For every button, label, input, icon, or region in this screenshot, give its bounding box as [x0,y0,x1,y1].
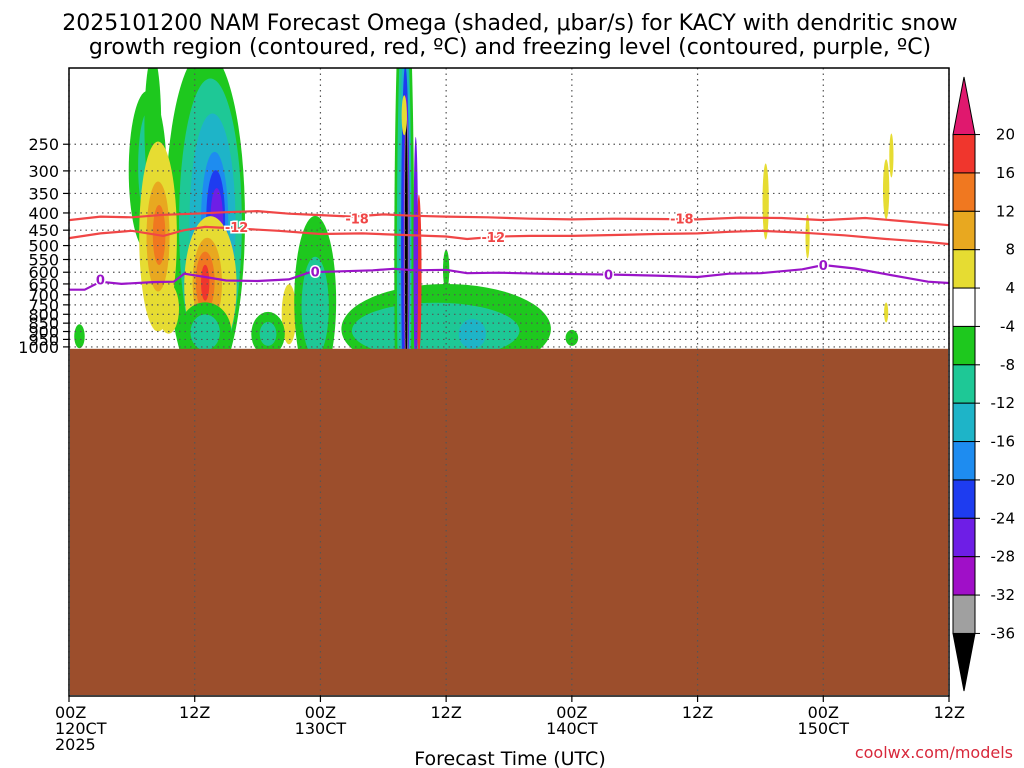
omega-column-black [404,119,408,370]
omega-low-patch-2-teal [259,321,277,346]
y-tick-label: 850 [28,314,59,333]
contour-label: 0 [96,273,105,288]
colorbar-bin [952,364,976,404]
colorbar-bin [952,441,976,481]
colorbar-label: -32 [991,586,1016,604]
colorbar-bin [952,287,976,327]
y-tick-label: 650 [28,275,59,294]
colorbar-label: 16 [996,164,1015,182]
y-tick-label: 1000 [18,338,59,357]
temperature-contours: -18 -18 -12 -12 0 0 0 0 [68,209,950,291]
y-tick-label: 550 [28,251,59,270]
colorbar-label: 4 [1005,279,1015,297]
colorbar-label: 20 [996,126,1015,144]
omega-lowband-blue [458,318,486,349]
omega-yellow-streak-d [805,214,810,259]
y-tick-label: 250 [28,135,59,154]
colorbar-bin [952,325,976,366]
contour-line [68,209,950,227]
colorbar-label: 8 [1005,241,1015,259]
x-tick-label: 120CT [55,719,107,738]
x-tick-label: 12Z [934,703,965,722]
omega-yellow-streak-top [401,95,407,136]
y-tick-label: 900 [28,323,59,342]
colorbar-label: -8 [1000,356,1015,374]
x-tick-label: 00Z [55,703,86,722]
x-tick-label: 130CT [295,719,347,738]
y-tick-label: 800 [28,305,59,324]
colorbar-label: -20 [991,471,1016,489]
omega-descent-red-2 [201,264,210,301]
omega-descent-yellow-3 [158,283,179,334]
contour-label: -18 [670,212,694,227]
contour-line [68,225,950,246]
omega-low-patch-3 [74,324,85,349]
chart-title-line2: growth region (contoured, red, ºC) and f… [89,35,931,60]
y-tick-label: 750 [28,296,59,315]
chart-title-line1: 2025101200 NAM Forecast Omega (shaded, μ… [62,11,957,36]
contour-label: -18 [345,212,369,227]
colorbar-label: 12 [996,202,1015,220]
colorbar-bin-top-arrow [952,76,976,136]
contour-label: 0 [604,269,613,284]
colorbar-label: -4 [1000,317,1015,335]
y-tick-label: 700 [28,286,59,305]
colorbar-bin [952,556,976,596]
omega-yellow-streak-c [889,133,894,178]
y-tick-label: 950 [28,330,59,349]
x-tick-label: 00Z [305,703,336,722]
colorbar-label: -36 [991,624,1016,642]
colorbar: 20 16 12 8 4 -4 -8 -12 -16 -20 -24 -28 -32 -36 [952,76,1016,692]
omega-column-purple-east [413,136,419,377]
colorbar-bin [952,249,976,289]
x-tick-label: 12Z [430,703,461,722]
y-tick-label: 400 [28,204,59,223]
colorbar-label: -24 [991,509,1016,527]
y-tick-label: 350 [28,184,59,203]
x-axis-label: Forecast Time (UTC) [414,748,605,768]
contour-line [69,263,950,291]
omega-yellow-streak-e [884,302,889,323]
colorbar-label: -12 [991,394,1016,412]
plot-frame [68,67,950,697]
y-tick-label: 300 [28,162,59,181]
contour-label: 0 [311,265,320,280]
omega-yellow-streak-b [883,159,890,220]
x-tick-label: 00Z [808,703,839,722]
x-tick-label: 150CT [798,719,850,738]
contour-label: -12 [225,221,249,236]
colorbar-bin [952,479,976,519]
colorbar-bin [952,594,976,634]
colorbar-bin [952,210,976,251]
x-tick-label: 12Z [682,703,713,722]
colorbar-bin [952,402,976,443]
colorbar-bin [952,172,976,212]
colorbar-bin-bottom-arrow [952,632,976,692]
colorbar-bin [952,134,976,174]
omega-yellow-streak-a [762,163,769,240]
colorbar-bin [952,517,976,558]
colorbar-label: -28 [991,548,1016,566]
x-tick-label: 2025 [55,735,96,754]
x-tick-label: 140CT [546,719,598,738]
credit-link[interactable]: coolwx.com/models [855,743,1013,762]
contour-label: -12 [482,231,506,246]
y-tick-label: 500 [28,237,59,256]
contour-label: 0 [819,259,828,274]
y-tick-label: 600 [28,263,59,282]
x-tick-label: 00Z [556,703,587,722]
x-tick-label: 12Z [179,703,210,722]
y-tick-label: 450 [28,221,59,240]
ground-terrain-band [70,348,948,695]
terrain-band [70,348,948,695]
y-axis: 250 300 3504004505005506006507007508008509… [18,135,69,357]
colorbar-label: -16 [991,433,1016,451]
